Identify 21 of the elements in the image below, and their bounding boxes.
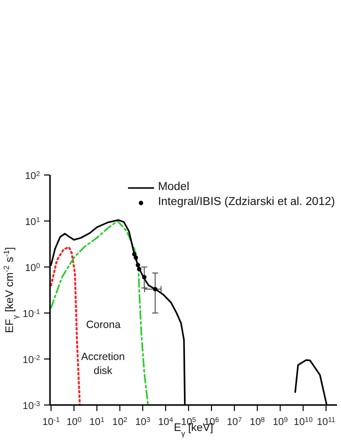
x-tick-label: 10$^{2}$ [112, 416, 128, 428]
x-tick-label: 10$^{9}$ [272, 416, 288, 428]
x-tick-label: 10$^{0}$ [66, 416, 82, 428]
legend-label: Model [158, 180, 190, 195]
y-tick-label: 10$^{-2}$ [22, 354, 40, 366]
annotation: Accretion disk [81, 350, 125, 377]
annotation: Corona [86, 318, 121, 331]
y-tick-label: 10$^{2}$ [24, 170, 40, 182]
x-tick-label: 10$^{7}$ [226, 416, 242, 428]
x-tick-label: 10$^{-1}$ [42, 416, 60, 428]
x-tick-label: 10$^{8}$ [250, 416, 265, 428]
y-tick-label: 10$^{1}$ [24, 216, 40, 228]
y-tick-label: 10$^{-3}$ [22, 400, 40, 412]
legend-label: Integral/IBIS (Zdziarski et al. 2012) [158, 195, 335, 210]
y-tick-label: 10$^{0}$ [24, 262, 40, 274]
x-tick-label: 10$^{3}$ [135, 416, 150, 428]
x-tick-label: 10$^{1}$ [89, 416, 104, 428]
x-tick-label: 10$^{4}$ [158, 416, 174, 428]
x-tick-label: 10$^{10}$ [294, 416, 313, 428]
x-tick-label: 10$^{11}$ [316, 416, 336, 428]
y-tick-label: 10$^{-1}$ [22, 308, 40, 320]
